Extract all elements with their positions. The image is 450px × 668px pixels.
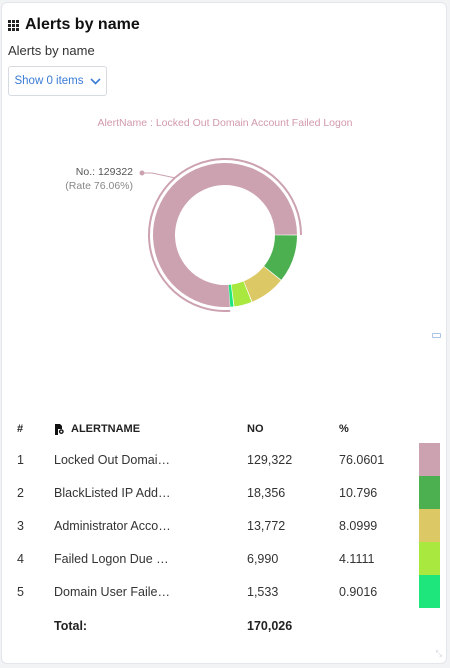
- row-color-swatch: [419, 476, 440, 509]
- highlight-ring: [148, 158, 302, 312]
- row-color-swatch: [419, 509, 440, 542]
- header-pct[interactable]: %: [339, 423, 349, 435]
- callout-dot: [139, 170, 145, 176]
- row-color-swatch: [419, 443, 440, 476]
- donut-slice[interactable]: [231, 281, 252, 307]
- chevron-down-icon: [89, 77, 101, 85]
- widget-subtitle: Alerts by name: [8, 43, 95, 58]
- donut-slice[interactable]: [243, 266, 281, 302]
- total-label: Total:: [54, 619, 88, 633]
- table-total-row: Total: 170,026: [8, 608, 440, 644]
- row-alertname: Failed Logon Due …: [54, 551, 169, 566]
- header-no[interactable]: NO: [247, 423, 264, 435]
- row-no: 1,533: [247, 584, 279, 599]
- table-row[interactable]: 2 BlackListed IP Add… 18,356 10.796: [8, 476, 440, 509]
- table-row[interactable]: 1 Locked Out Domai… 129,322 76.0601: [8, 443, 440, 476]
- show-items-label: Show 0 items: [14, 75, 84, 87]
- header-alertname[interactable]: ALERTNAME: [54, 415, 247, 443]
- row-pct: 4.1111: [339, 551, 375, 566]
- table-row[interactable]: 3 Administrator Acco… 13,772 8.0999: [8, 509, 440, 542]
- table-header-row: # ALERTNAME NO %: [8, 415, 440, 443]
- header-index: #: [17, 423, 24, 435]
- row-alertname: BlackListed IP Add…: [54, 485, 171, 500]
- row-alertname: Administrator Acco…: [54, 518, 171, 533]
- alerts-table: # ALERTNAME NO % 1 Locked Out Domai…: [8, 415, 440, 644]
- row-no: 13,772: [247, 518, 286, 533]
- row-index: 2: [17, 485, 24, 500]
- corner-resize-icon[interactable]: ⤡: [435, 649, 442, 658]
- row-index: 3: [17, 518, 24, 533]
- header-alertname-label: ALERTNAME: [71, 423, 141, 435]
- row-alertname: Locked Out Domai…: [54, 452, 171, 467]
- show-items-dropdown[interactable]: Show 0 items: [8, 66, 107, 96]
- row-pct: 10.796: [339, 485, 378, 500]
- callout-count: No.: 129322: [75, 166, 133, 178]
- widget-header: Alerts by name: [8, 16, 140, 34]
- header-color: [419, 415, 440, 443]
- donut-chart: [139, 158, 302, 312]
- resize-handle-icon[interactable]: [432, 333, 441, 338]
- callout-leader-line: [142, 172, 175, 179]
- table-row[interactable]: 4 Failed Logon Due … 6,990 4.1111: [8, 542, 440, 575]
- donut-slice[interactable]: [228, 284, 234, 307]
- grid-icon: [8, 19, 19, 31]
- row-color-swatch: [419, 575, 440, 608]
- row-no: 129,322: [247, 452, 293, 467]
- chart-title: AlertName : Locked Out Domain Account Fa…: [97, 117, 353, 129]
- widget-title: Alerts by name: [25, 16, 140, 33]
- row-index: 5: [17, 584, 24, 599]
- file-search-icon: [55, 423, 64, 435]
- row-pct: 8.0999: [339, 518, 378, 533]
- row-pct: 0.9016: [339, 584, 378, 599]
- row-no: 18,356: [247, 485, 286, 500]
- donut-slice[interactable]: [264, 235, 297, 280]
- row-pct: 76.0601: [339, 452, 385, 467]
- row-index: 1: [17, 452, 24, 467]
- table-row[interactable]: 5 Domain User Faile… 1,533 0.9016: [8, 575, 440, 608]
- row-no: 6,990: [247, 551, 279, 566]
- donut-slice[interactable]: [153, 163, 297, 307]
- row-index: 4: [17, 551, 24, 566]
- total-value: 170,026: [247, 619, 293, 633]
- row-alertname: Domain User Faile…: [54, 584, 171, 599]
- row-color-swatch: [419, 542, 440, 575]
- callout-rate: (Rate 76.06%): [65, 180, 133, 192]
